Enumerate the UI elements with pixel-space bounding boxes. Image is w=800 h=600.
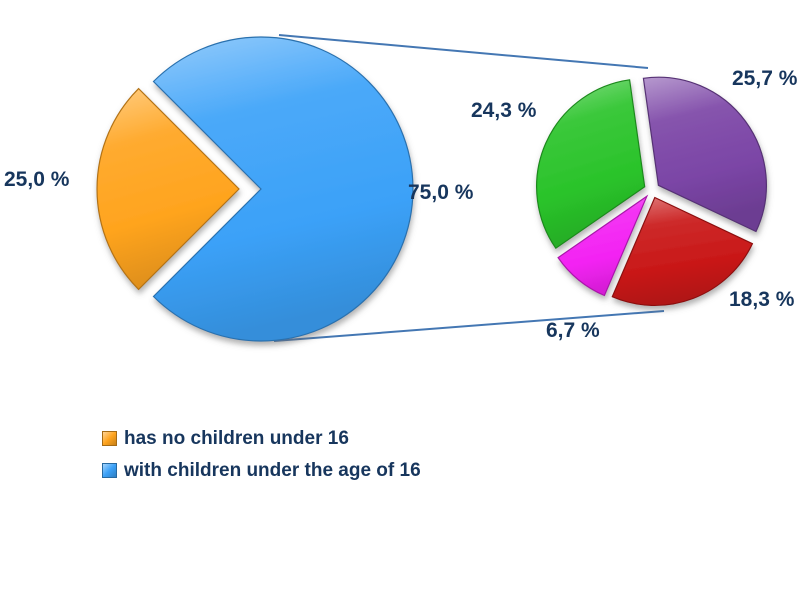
secondary-slice-1 xyxy=(611,196,754,306)
legend-item-no-children: has no children under 16 xyxy=(102,427,421,450)
main-slice-0 xyxy=(96,87,240,291)
percent-label-secondary-red: 18,3 % xyxy=(729,288,795,311)
legend-label-no-children: has no children under 16 xyxy=(124,428,349,449)
legend-item-with-children: with children under the age of 16 xyxy=(102,459,421,482)
secondary-slice-0 xyxy=(642,76,767,233)
legend-swatch-blue-icon xyxy=(102,463,117,478)
percent-label-secondary-magenta: 6,7 % xyxy=(546,319,600,342)
legend-label-with-children: with children under the age of 16 xyxy=(124,460,421,481)
percent-label-secondary-green: 24,3 % xyxy=(471,99,537,122)
percent-label-main-blue: 75,0 % xyxy=(408,181,474,204)
secondary-slice-3 xyxy=(536,79,646,250)
series-line-top xyxy=(278,34,649,69)
legend: has no children under 16 with children u… xyxy=(102,427,421,491)
percent-label-secondary-purple: 25,7 % xyxy=(732,67,798,90)
series-line-bottom xyxy=(273,310,665,342)
main-slice-1 xyxy=(152,36,414,342)
legend-swatch-orange-icon xyxy=(102,431,117,446)
percent-label-main-orange: 25,0 % xyxy=(4,168,70,191)
secondary-slice-2 xyxy=(557,194,649,297)
